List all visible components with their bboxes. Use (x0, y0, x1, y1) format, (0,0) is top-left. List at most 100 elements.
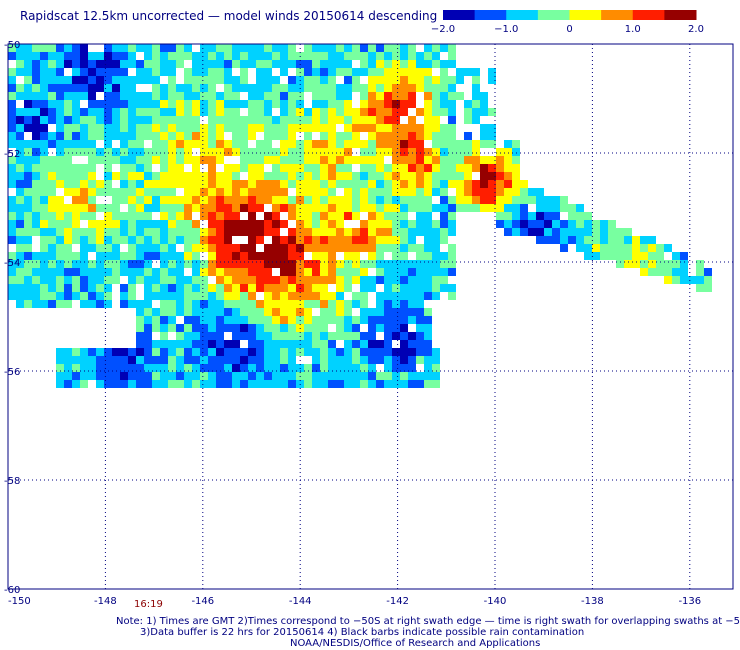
wind-cell (288, 228, 296, 236)
wind-cell (536, 220, 544, 228)
wind-cell (360, 348, 368, 356)
wind-cell (376, 316, 384, 324)
wind-cell (360, 244, 368, 252)
wind-cell (496, 188, 504, 196)
wind-cell (504, 140, 512, 148)
wind-cell (448, 92, 456, 100)
wind-cell (392, 252, 400, 260)
wind-cell (496, 196, 504, 204)
wind-cell (168, 228, 176, 236)
wind-cell (40, 260, 48, 268)
wind-cell (592, 236, 600, 244)
wind-cell (160, 236, 168, 244)
wind-cell (112, 156, 120, 164)
wind-cell (288, 380, 296, 388)
wind-cell (120, 372, 128, 380)
wind-cell (8, 132, 16, 140)
wind-cell (104, 76, 112, 84)
wind-cell (432, 372, 440, 380)
wind-cell (72, 372, 80, 380)
wind-cell (152, 44, 160, 52)
wind-cell (224, 212, 232, 220)
wind-cell (56, 148, 64, 156)
wind-cell (72, 60, 80, 68)
wind-cell (96, 68, 104, 76)
wind-cell (432, 148, 440, 156)
wind-cell (304, 188, 312, 196)
wind-cell (184, 276, 192, 284)
wind-cell (416, 348, 424, 356)
wind-cell (416, 180, 424, 188)
wind-cell (400, 292, 408, 300)
wind-cell (208, 124, 216, 132)
wind-cell (336, 212, 344, 220)
wind-cell (416, 300, 424, 308)
wind-cell (344, 252, 352, 260)
wind-cell (280, 276, 288, 284)
wind-cell (192, 124, 200, 132)
wind-cell (136, 148, 144, 156)
wind-cell (448, 180, 456, 188)
wind-cell (144, 92, 152, 100)
wind-cell (624, 260, 632, 268)
wind-cell (336, 260, 344, 268)
wind-cell (112, 260, 120, 268)
wind-cell (184, 220, 192, 228)
wind-cell (24, 172, 32, 180)
wind-cell (160, 364, 168, 372)
wind-cell (256, 316, 264, 324)
wind-cell (400, 252, 408, 260)
wind-cell (576, 220, 584, 228)
wind-cell (384, 372, 392, 380)
wind-cell (232, 116, 240, 124)
wind-cell (328, 316, 336, 324)
wind-cell (96, 188, 104, 196)
wind-cell (384, 244, 392, 252)
wind-cell (192, 84, 200, 92)
wind-cell (312, 252, 320, 260)
wind-cell (408, 132, 416, 140)
wind-cell (448, 260, 456, 268)
wind-cell (224, 92, 232, 100)
wind-cell (248, 340, 256, 348)
wind-cell (304, 60, 312, 68)
wind-cell (248, 164, 256, 172)
wind-cell (152, 276, 160, 284)
wind-cell (360, 116, 368, 124)
wind-cell (408, 276, 416, 284)
wind-cell (64, 148, 72, 156)
wind-cell (448, 100, 456, 108)
wind-cell (176, 180, 184, 188)
wind-cell (200, 372, 208, 380)
wind-cell (432, 292, 440, 300)
wind-cell (176, 380, 184, 388)
wind-cell (352, 76, 360, 84)
wind-cell (208, 116, 216, 124)
wind-cell (240, 316, 248, 324)
wind-cell (312, 164, 320, 172)
wind-cell (240, 356, 248, 364)
wind-cell (64, 212, 72, 220)
wind-cell (24, 116, 32, 124)
wind-cell (432, 356, 440, 364)
wind-cell (440, 220, 448, 228)
wind-cell (104, 156, 112, 164)
wind-cell (96, 148, 104, 156)
wind-cell (448, 196, 456, 204)
wind-cell (200, 316, 208, 324)
wind-cell (192, 332, 200, 340)
wind-cell (608, 252, 616, 260)
wind-cell (80, 348, 88, 356)
wind-cell (392, 300, 400, 308)
wind-cell (344, 372, 352, 380)
wind-cell (176, 300, 184, 308)
wind-cell (120, 196, 128, 204)
wind-cell (440, 212, 448, 220)
wind-cell (208, 364, 216, 372)
wind-cell (288, 60, 296, 68)
wind-cell (360, 204, 368, 212)
wind-cell (328, 92, 336, 100)
wind-cell (280, 204, 288, 212)
wind-cell (376, 92, 384, 100)
